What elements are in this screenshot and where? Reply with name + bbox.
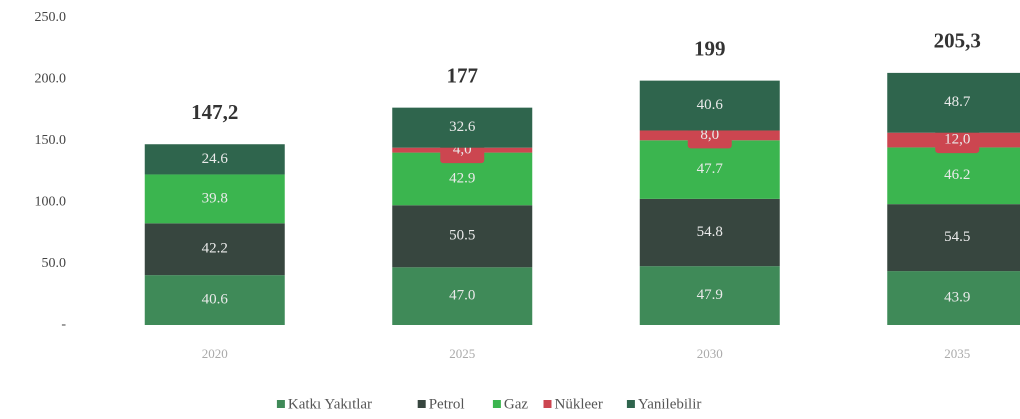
data-label: 47.9 <box>697 287 723 303</box>
bar-segment <box>639 266 780 325</box>
data-label: 54.5 <box>944 229 970 245</box>
legend-swatch <box>543 400 552 408</box>
legend-label: Petrol <box>429 396 465 412</box>
bar-segment <box>639 140 780 199</box>
bar-segment <box>144 144 285 175</box>
x-tick-label: 2035 <box>944 346 970 361</box>
data-label: 40.6 <box>202 292 229 308</box>
data-label: 42.2 <box>202 241 228 257</box>
data-label: 32.6 <box>449 119 476 135</box>
legend-swatch <box>417 400 426 408</box>
legend-label: Nükleer <box>555 396 603 412</box>
bar-segment <box>639 198 780 267</box>
bar-segment <box>144 223 285 276</box>
legend-swatch <box>492 400 501 408</box>
y-tick-label: - <box>61 317 66 332</box>
legend-label: Katkı Yakıtlar <box>288 396 372 412</box>
legend-label: Yanilebilir <box>638 396 701 412</box>
data-label: 12,0 <box>944 132 970 148</box>
y-tick-label: 200.0 <box>35 72 67 87</box>
legend-swatch <box>626 400 635 408</box>
bar-segment <box>392 107 533 148</box>
legend-label: Gaz <box>504 396 528 412</box>
bar-segment <box>639 80 780 131</box>
total-label: 177 <box>447 63 479 87</box>
y-tick-label: 250.0 <box>35 10 67 25</box>
bar-segment <box>887 147 1020 205</box>
y-tick-label: 50.0 <box>42 256 67 271</box>
data-label: 50.5 <box>449 228 475 244</box>
bar-segment <box>392 205 533 268</box>
data-label: 54.8 <box>697 224 723 240</box>
total-label: 205,3 <box>934 29 981 53</box>
data-label: 39.8 <box>202 190 228 206</box>
bar-segment <box>887 204 1020 272</box>
x-tick-label: 2020 <box>202 346 228 361</box>
bar-segment <box>144 275 285 325</box>
total-label: 199 <box>694 36 726 60</box>
legend-swatch <box>276 400 285 408</box>
data-label: 40.6 <box>697 97 724 113</box>
data-label: 46.2 <box>944 167 970 183</box>
total-label: 147,2 <box>191 100 238 124</box>
label-box <box>935 127 980 154</box>
data-label: 42.9 <box>449 170 475 186</box>
bar-segment <box>144 174 285 224</box>
data-label: 47.0 <box>449 288 475 304</box>
data-label: 43.9 <box>944 289 970 305</box>
data-label: 24.6 <box>202 151 229 167</box>
x-tick-label: 2025 <box>449 346 475 361</box>
data-label: 47.7 <box>697 161 724 177</box>
y-tick-label: 100.0 <box>35 194 67 209</box>
data-label: 8,0 <box>700 127 719 143</box>
x-tick-label: 2030 <box>697 346 723 361</box>
bar-segment <box>887 72 1020 133</box>
data-label: 48.7 <box>944 94 971 110</box>
bar-segment <box>887 271 1020 325</box>
bar-segment <box>392 267 533 325</box>
y-tick-label: 150.0 <box>35 133 67 148</box>
